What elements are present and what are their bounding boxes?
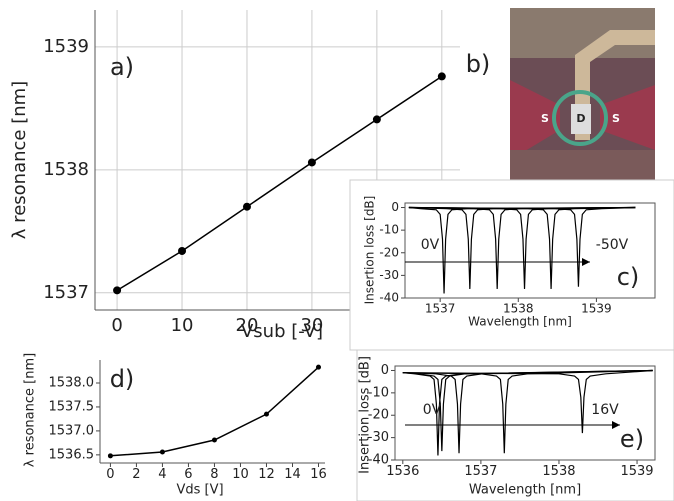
x-tick-label: 0	[106, 467, 114, 482]
x-tick-label: 12	[258, 467, 275, 482]
data-line	[408, 206, 636, 287]
data-point	[307, 158, 316, 167]
x-tick-label: 10	[171, 315, 194, 336]
y-tick-label: -30	[379, 268, 399, 282]
y-tick-label: 1536.5	[49, 447, 95, 462]
data-point	[159, 449, 165, 455]
photo-label: S	[541, 112, 549, 125]
x-tick-label: 1538	[542, 464, 575, 479]
data-point	[263, 411, 269, 417]
x-tick-label: 10	[232, 467, 249, 482]
x-tick-label: 4	[158, 467, 166, 482]
y-tick-label: 1537.0	[49, 423, 95, 438]
x-tick-label: 2	[132, 467, 140, 482]
data-point	[113, 286, 122, 295]
panel-label: d)	[110, 365, 135, 393]
y-tick-label: -20	[379, 245, 399, 259]
panel-label: c)	[617, 263, 640, 291]
photo-drain-lead	[575, 30, 655, 140]
data-line	[402, 369, 653, 452]
x-axis-label: Vds [V]	[176, 483, 223, 498]
y-tick-label: 1537	[43, 282, 89, 303]
data-point	[437, 72, 446, 81]
photo-ring	[552, 90, 608, 146]
y-tick-label: 1539	[43, 36, 89, 57]
plot-frame	[404, 202, 656, 299]
y-tick-label: -10	[368, 385, 389, 400]
data-point	[315, 364, 321, 370]
sweep-arrow-head	[612, 421, 620, 429]
device-photo: S D S b)	[466, 8, 655, 185]
y-axis-label: λ resonance [nm]	[9, 81, 30, 239]
y-tick-label: -40	[368, 453, 389, 468]
data-point	[107, 453, 113, 459]
photo-label: D	[576, 112, 585, 125]
y-tick-label: 1538.0	[49, 375, 95, 390]
data-point	[242, 202, 251, 211]
photo-bottom	[510, 150, 655, 185]
y-axis-label: λ resonance [nm]	[23, 353, 38, 467]
y-tick-label: -20	[368, 408, 389, 423]
y-tick-label: -10	[379, 223, 399, 237]
panel-label: e)	[620, 425, 644, 453]
x-axis-label: Vsub [-V]	[241, 321, 323, 342]
x-axis-label: Wavelength [nm]	[469, 483, 581, 498]
x-tick-label: 0	[111, 315, 122, 336]
start-label: 0V	[423, 402, 442, 418]
y-tick-label: 0	[381, 363, 389, 378]
photo-source-left	[510, 80, 560, 160]
y-tick-label: 0	[391, 200, 399, 214]
x-tick-label: 1536	[386, 464, 419, 479]
x-tick-label: 1539	[581, 301, 612, 315]
end-label: -50V	[596, 237, 629, 253]
x-tick-label: 6	[184, 467, 192, 482]
x-tick-label: 14	[284, 467, 301, 482]
data-line	[110, 366, 320, 457]
x-tick-label: 1537	[464, 464, 497, 479]
panel-label: b)	[466, 50, 491, 78]
photo-label: S	[612, 112, 620, 125]
x-tick-label: 30	[300, 315, 323, 336]
panel-label: a)	[110, 53, 134, 81]
plot-frame	[394, 365, 656, 461]
data-point	[211, 437, 217, 443]
data-line	[402, 369, 653, 454]
photo-drain-pad	[571, 104, 591, 134]
y-tick-label: 1537.5	[49, 399, 95, 414]
data-point	[178, 246, 187, 255]
data-line	[116, 75, 443, 291]
x-tick-label: 1538	[503, 301, 534, 315]
y-axis-label: Insertion loss [dB]	[358, 356, 373, 474]
y-tick-label: 1538	[43, 159, 89, 180]
sweep-arrow-head	[582, 258, 590, 266]
y-tick-label: -30	[368, 430, 389, 445]
data-line	[402, 369, 653, 434]
x-tick-label: 8	[210, 467, 218, 482]
start-label: 0V	[421, 237, 440, 253]
x-tick-label: 20	[236, 315, 259, 336]
data-line	[402, 369, 653, 454]
end-label: 16V	[591, 402, 619, 418]
x-tick-label: 1537	[425, 301, 456, 315]
data-point	[372, 115, 381, 124]
y-axis-label: Insertion loss [dB]	[363, 196, 377, 305]
x-axis-label: Wavelength [nm]	[468, 315, 572, 329]
x-tick-label: 16	[310, 467, 327, 482]
y-tick-label: -40	[379, 291, 399, 305]
x-tick-label: 1539	[620, 464, 653, 479]
photo-source-right	[600, 85, 655, 150]
